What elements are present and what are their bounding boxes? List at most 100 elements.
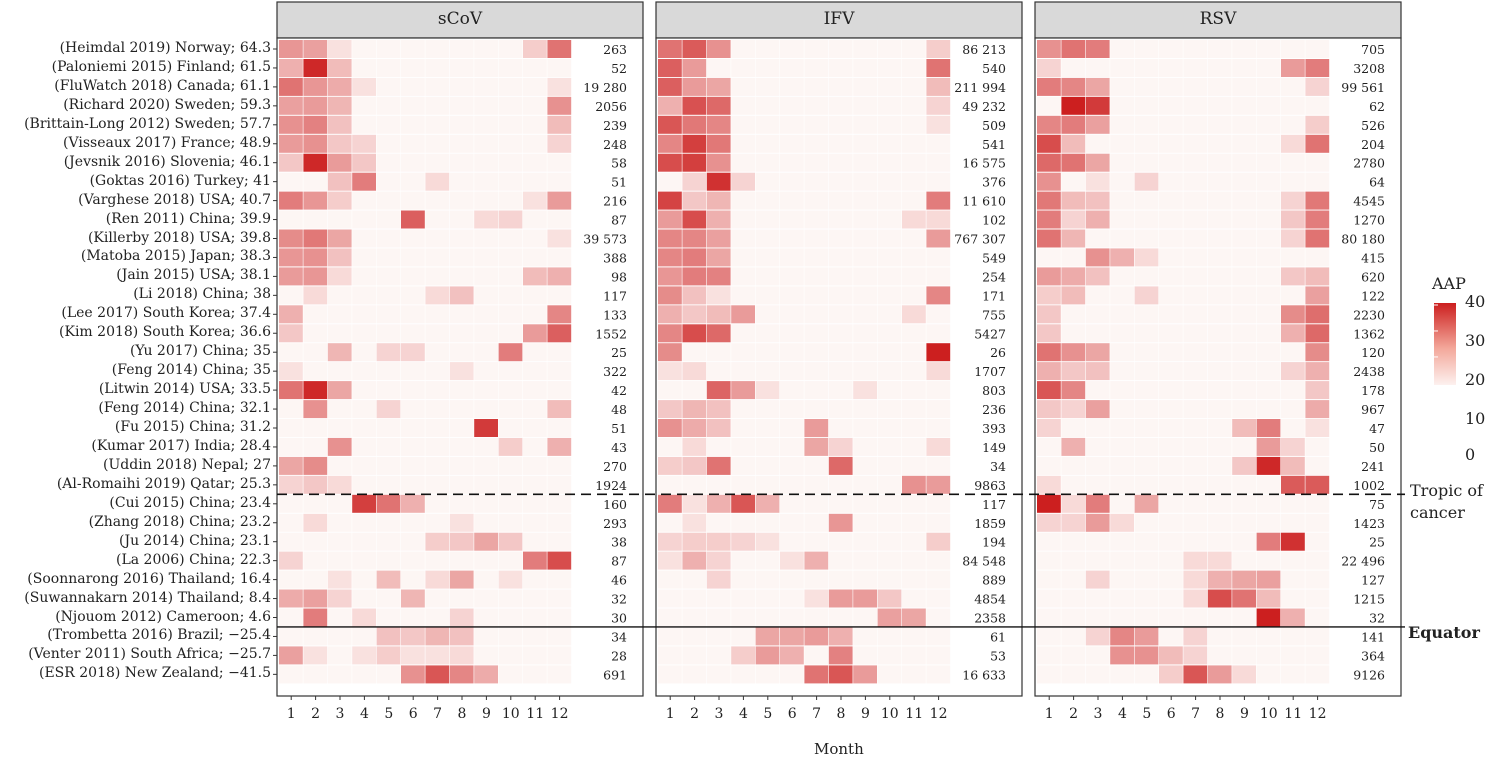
heat-cell [682, 646, 707, 665]
heat-cell [547, 608, 572, 627]
heat-cell [1037, 115, 1061, 134]
heat-cell [780, 665, 804, 684]
heat-cell [926, 210, 951, 229]
heat-cell [1061, 153, 1086, 172]
heat-cell [902, 40, 926, 58]
heat-cell [1134, 646, 1159, 665]
heat-cell [376, 419, 401, 437]
sample-count: 9863 [974, 478, 1006, 493]
heat-cell [547, 494, 572, 513]
x-tick-label: 12 [1309, 706, 1327, 722]
heat-cell [1305, 77, 1330, 96]
heat-cell [425, 419, 450, 437]
heat-cell [279, 646, 303, 665]
heat-cell [658, 59, 682, 77]
heat-cell [853, 494, 877, 513]
heat-cell [1305, 40, 1330, 58]
heat-cell [706, 513, 731, 532]
heat-cell [449, 646, 474, 665]
heat-cell [1207, 96, 1232, 115]
heat-cell [902, 570, 926, 589]
heat-cell [327, 400, 352, 419]
heat-cell [902, 381, 926, 400]
heat-cell [449, 475, 474, 494]
heat-cell [425, 475, 450, 494]
heat-cell [1159, 343, 1183, 362]
heat-cell [279, 400, 303, 419]
heat-cell [352, 248, 376, 267]
heat-cell [706, 96, 731, 115]
heat-cell [1037, 400, 1061, 419]
heat-cell [1134, 267, 1159, 286]
heat-cell [902, 456, 926, 475]
heat-cell [327, 456, 352, 475]
sample-count: 75 [1369, 497, 1385, 512]
heat-cell [449, 513, 474, 532]
heat-cell [1305, 570, 1330, 589]
heat-cell [1281, 513, 1305, 532]
heat-cell [327, 551, 352, 570]
sample-count: 236 [982, 402, 1006, 417]
heat-cell [1183, 286, 1208, 305]
heat-cell [1037, 286, 1061, 305]
heat-cell [449, 589, 474, 608]
heat-cell [1159, 191, 1183, 210]
heat-cell [1134, 134, 1159, 153]
heat-cell [1256, 475, 1281, 494]
heat-cell [804, 532, 829, 551]
heat-cell [279, 77, 303, 96]
heat-cell [658, 191, 682, 210]
heat-cell [425, 494, 450, 513]
heat-cell [1207, 494, 1232, 513]
heat-cell [731, 324, 755, 343]
heat-cell [658, 40, 682, 58]
heat-cell [1207, 362, 1232, 381]
heat-cell [804, 229, 829, 248]
heat-cell [1281, 248, 1305, 267]
x-tick-label: 8 [837, 706, 846, 722]
heat-cell [658, 96, 682, 115]
heat-cell [425, 210, 450, 229]
heat-cell [828, 589, 853, 608]
heat-cell [902, 475, 926, 494]
heat-cell [279, 115, 303, 134]
heat-cell [303, 286, 328, 305]
heat-cell [449, 362, 474, 381]
heat-cell [780, 286, 804, 305]
heat-cell [731, 627, 755, 646]
heat-cell [1207, 627, 1232, 646]
heat-cell [1281, 40, 1305, 58]
heat-cell [498, 381, 523, 400]
heat-cell [1037, 248, 1061, 267]
heat-cell [706, 286, 731, 305]
heat-cell [926, 115, 951, 134]
heat-cell [1110, 513, 1134, 532]
sample-count: 541 [982, 137, 1006, 152]
heat-cell [1159, 513, 1183, 532]
heat-cell [303, 96, 328, 115]
heat-cell [1037, 210, 1061, 229]
heat-cell [425, 286, 450, 305]
heat-cell [425, 229, 450, 248]
x-tick-label: 2 [311, 706, 320, 722]
heat-cell [523, 456, 547, 475]
heat-cell [352, 646, 376, 665]
heat-cell [902, 77, 926, 96]
heat-cell [755, 589, 780, 608]
sample-count: 526 [1361, 118, 1385, 133]
tropic-of-cancer-annotation: Tropic of cancer [1410, 480, 1483, 524]
heat-cell [279, 286, 303, 305]
heat-cell [828, 400, 853, 419]
sample-count: 4854 [974, 592, 1006, 607]
heat-cell [1061, 229, 1086, 248]
study-label: (Soonnarong 2016) Thailand; 16.4 [27, 570, 271, 587]
heat-cell [303, 248, 328, 267]
heat-cell [731, 172, 755, 191]
heat-cell [547, 59, 572, 77]
heat-cell [731, 77, 755, 96]
heat-cell [1159, 646, 1183, 665]
study-label: (Heimdal 2019) Norway; 64.3 [59, 40, 271, 56]
heat-cell [731, 646, 755, 665]
legend-title: AAP [1432, 274, 1466, 293]
heat-cell [279, 210, 303, 229]
